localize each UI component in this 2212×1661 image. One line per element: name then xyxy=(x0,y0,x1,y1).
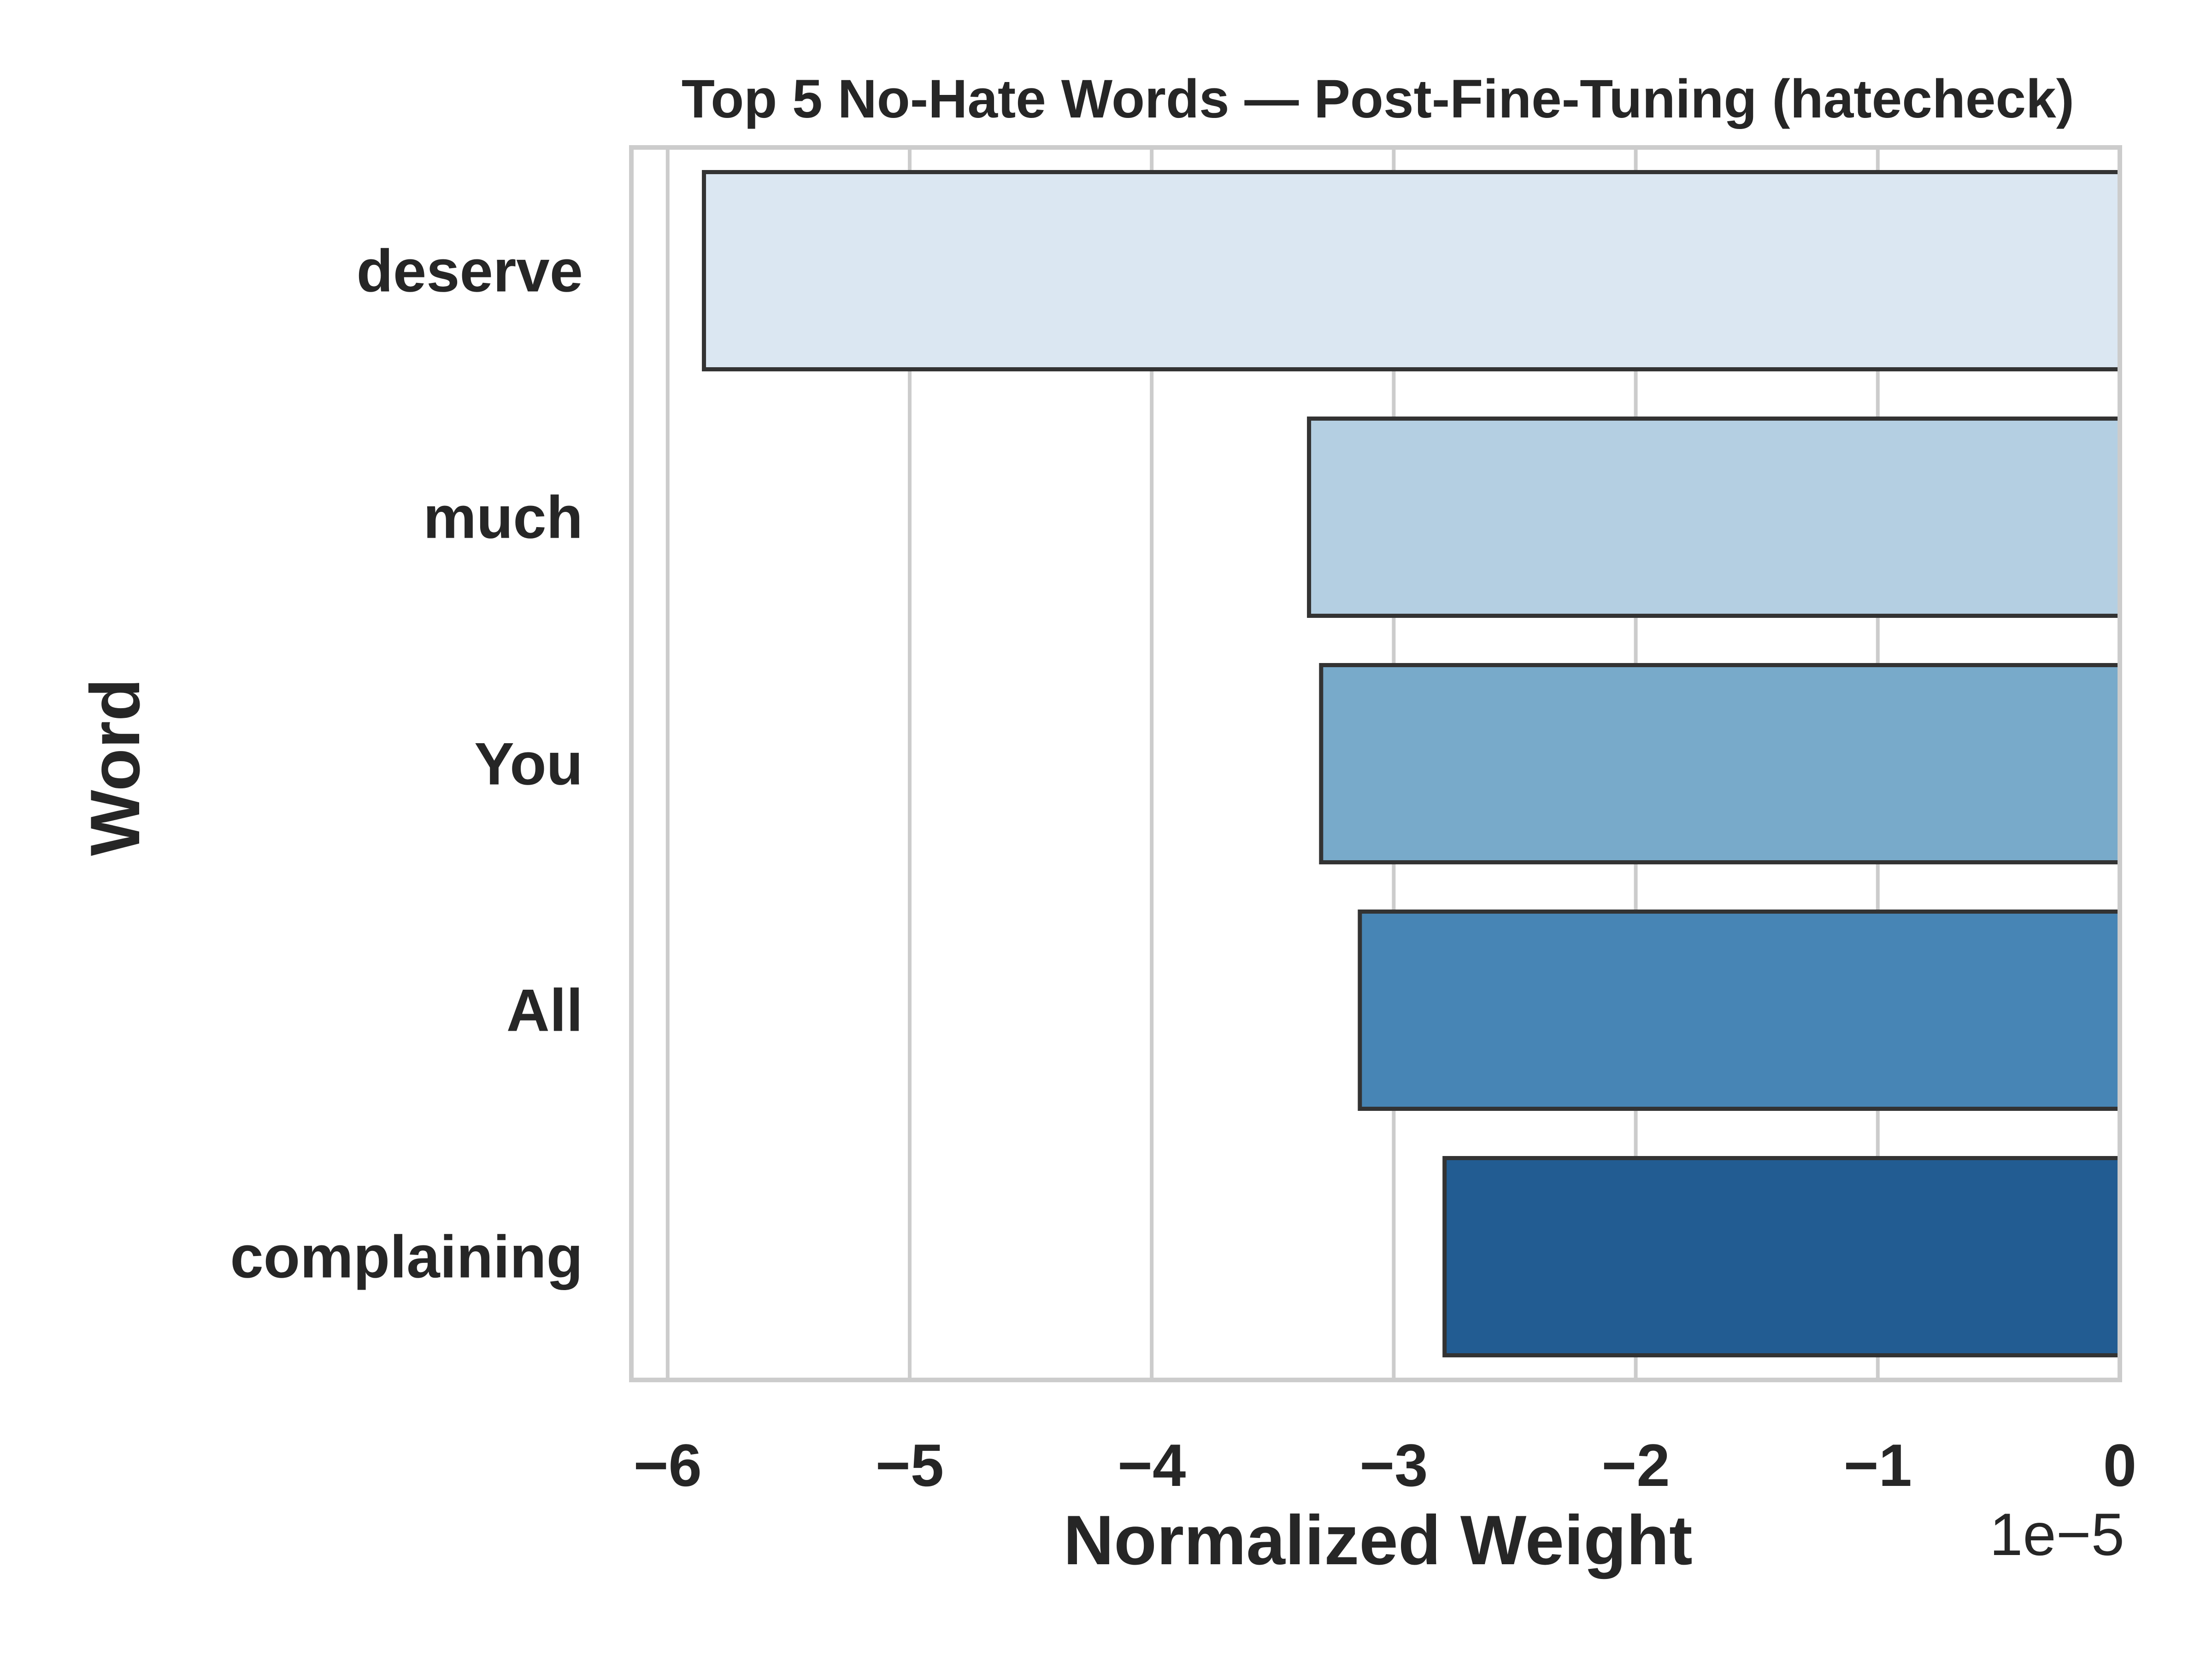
bars xyxy=(702,170,2122,1357)
plot-frame xyxy=(629,145,2122,1382)
y-axis-label: Word xyxy=(76,678,154,856)
y-tick-label: deserve xyxy=(357,237,583,305)
x-tick-label: −2 xyxy=(1601,1432,1670,1499)
bar-deserve xyxy=(702,170,2122,371)
y-tick-label: You xyxy=(474,730,583,798)
y-tick-label: All xyxy=(506,977,583,1044)
bar-much xyxy=(1307,417,2122,618)
x-axis-label: Normalized Weight xyxy=(1063,1501,1692,1579)
y-tick-labels: deserve much You All complaining xyxy=(230,237,583,1291)
chart-title: Top 5 No-Hate Words — Post-Fine-Tuning (… xyxy=(682,69,2074,129)
x-tick-label: −5 xyxy=(876,1432,944,1499)
x-tick-label: −6 xyxy=(634,1432,702,1499)
x-axis-offset-label: 1e−5 xyxy=(1989,1501,2124,1568)
y-tick-label: much xyxy=(423,484,583,551)
bar-you xyxy=(1319,663,2122,864)
x-tick-label: −3 xyxy=(1359,1432,1428,1499)
y-tick-label: complaining xyxy=(230,1223,583,1291)
bar-all xyxy=(1358,910,2122,1111)
x-tick-label: 0 xyxy=(2103,1432,2136,1499)
x-tick-label: −1 xyxy=(1844,1432,1912,1499)
x-tick-labels: −6 −5 −4 −3 −2 −1 0 xyxy=(634,1432,2136,1499)
x-tick-label: −4 xyxy=(1118,1432,1186,1499)
bar-complaining xyxy=(1442,1156,2122,1357)
